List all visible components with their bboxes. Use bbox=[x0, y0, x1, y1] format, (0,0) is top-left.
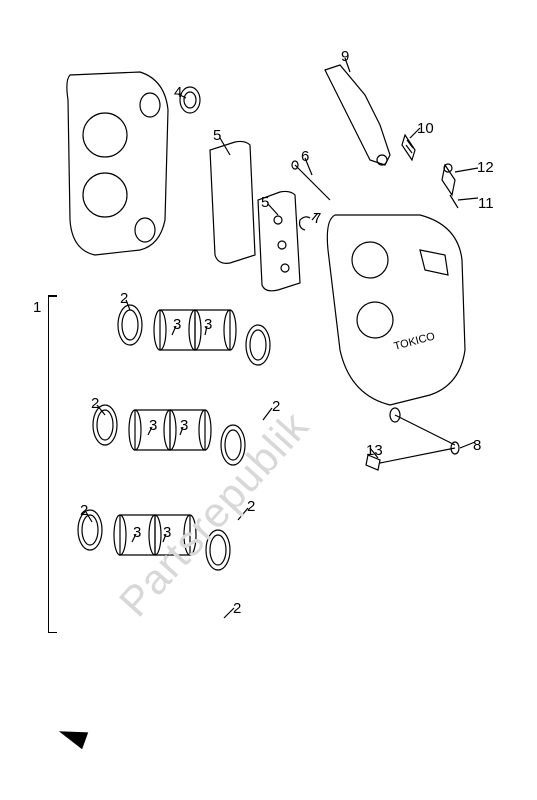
callout-label-3: 3 bbox=[149, 417, 157, 434]
callout-label-4: 4 bbox=[174, 84, 182, 101]
callout-label-2: 2 bbox=[91, 395, 99, 412]
callout-label-13: 13 bbox=[366, 442, 383, 459]
callout-label-3: 3 bbox=[180, 417, 188, 434]
callout-label-8: 8 bbox=[473, 437, 481, 454]
callout-label-3: 3 bbox=[163, 524, 171, 541]
callout-label-2: 2 bbox=[233, 600, 241, 617]
callout-label-2: 2 bbox=[272, 398, 280, 415]
callout-label-3: 3 bbox=[204, 316, 212, 333]
callout-label-2: 2 bbox=[80, 502, 88, 519]
parts-diagram: TOKICO bbox=[0, 0, 537, 800]
diagram-illustration: TOKICO bbox=[0, 0, 537, 800]
callout-label-6: 6 bbox=[301, 148, 309, 165]
svg-text:TOKICO: TOKICO bbox=[393, 330, 437, 353]
callout-label-3: 3 bbox=[173, 316, 181, 333]
callout-label-12: 12 bbox=[477, 159, 494, 176]
assembly-bracket bbox=[48, 295, 49, 633]
callout-label-11: 11 bbox=[478, 195, 494, 212]
callout-label-9: 9 bbox=[341, 48, 349, 65]
callout-label-1: 1 bbox=[33, 299, 41, 316]
callout-label-2: 2 bbox=[247, 498, 255, 515]
callout-label-10: 10 bbox=[417, 120, 434, 137]
callout-label-2: 2 bbox=[120, 290, 128, 307]
callout-label-5: 5 bbox=[213, 127, 221, 144]
callout-label-7: 7 bbox=[313, 210, 321, 227]
callout-label-5: 5 bbox=[261, 194, 269, 211]
callout-label-3: 3 bbox=[133, 524, 141, 541]
